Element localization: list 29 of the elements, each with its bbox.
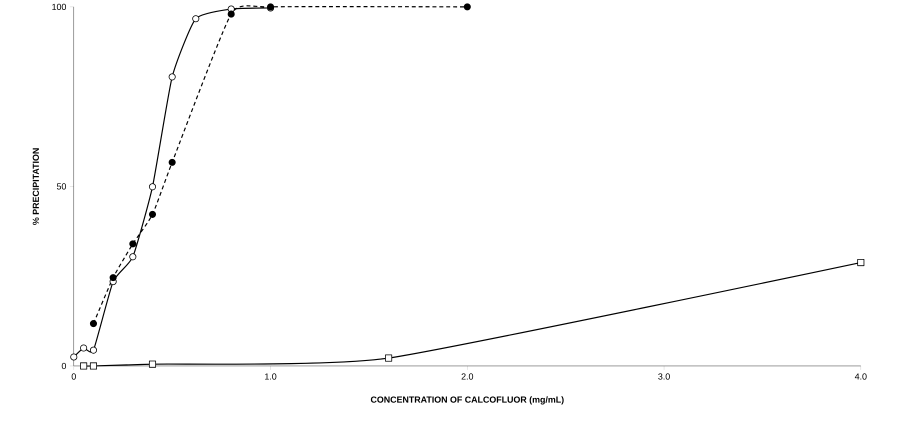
x-tick-label: 1.0 — [265, 373, 276, 380]
x-tick-label: 3.0 — [658, 373, 670, 380]
x-axis-title: CONCENTRATION OF CALCOFLUOR (mg/mL) — [370, 396, 564, 405]
point — [148, 210, 156, 218]
point — [129, 253, 136, 260]
point — [857, 259, 864, 266]
point — [110, 274, 117, 282]
point — [168, 158, 176, 166]
point — [464, 3, 471, 10]
point — [90, 362, 98, 370]
point — [80, 362, 88, 370]
point — [80, 344, 88, 352]
y-tick-label: 0 — [62, 362, 66, 370]
point — [192, 15, 200, 22]
point — [148, 360, 156, 368]
x-tick-label: 2.0 — [462, 373, 474, 380]
point — [385, 354, 392, 362]
point — [148, 183, 156, 190]
y-tick-label: 100 — [52, 4, 66, 10]
y-tick-label: 50 — [56, 183, 66, 190]
point — [129, 240, 136, 248]
point — [168, 73, 176, 80]
point — [90, 320, 98, 328]
point — [70, 353, 78, 361]
y-axis-title: % PRECIPITATION — [32, 148, 39, 225]
point — [90, 346, 98, 354]
x-tick-label: 0 — [72, 373, 76, 380]
x-tick-label: 4.0 — [854, 373, 867, 380]
point — [228, 10, 235, 18]
